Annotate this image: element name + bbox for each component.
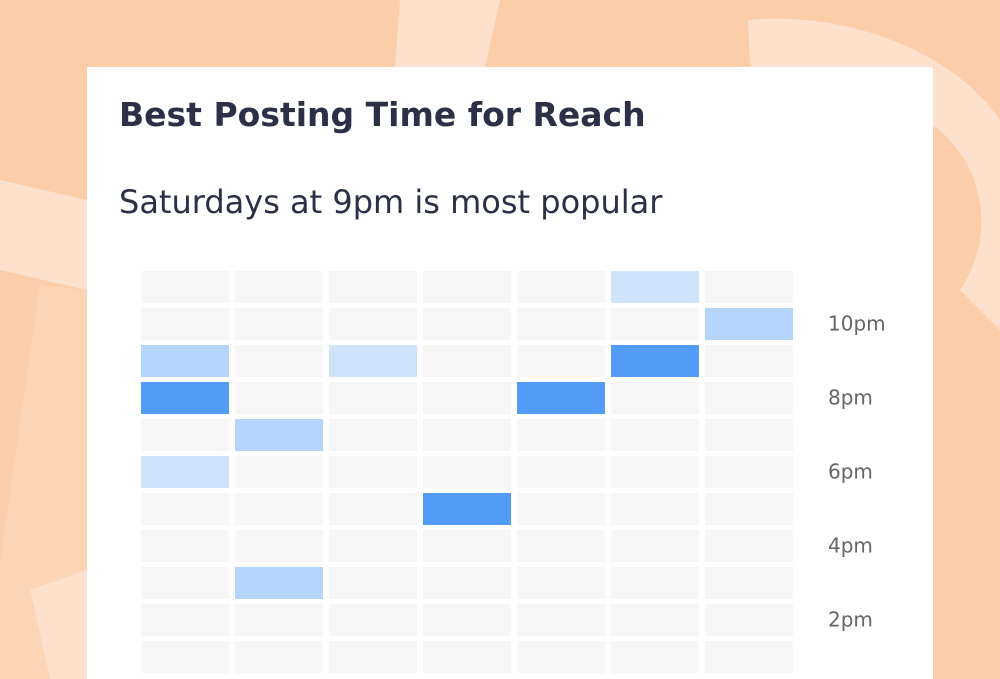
heatmap-cell: [141, 567, 229, 599]
heatmap-cell: [141, 308, 229, 340]
heatmap-cell: [423, 530, 511, 562]
heatmap-cell: [517, 345, 605, 377]
heatmap: 10pm 8pm 6pm 4pm 2pm: [141, 271, 886, 673]
heatmap-cell: [517, 641, 605, 673]
row-label: 6pm: [828, 460, 873, 484]
heatmap-cell: [235, 345, 323, 377]
heatmap-cell: [611, 493, 699, 525]
heatmap-cell: [517, 530, 605, 562]
heatmap-cell: [705, 308, 793, 340]
heatmap-cell: [141, 641, 229, 673]
heatmap-cell: [235, 604, 323, 636]
heatmap-cell: [141, 530, 229, 562]
row-label: 4pm: [828, 534, 873, 558]
heatmap-cell: [705, 493, 793, 525]
row-label: 2pm: [828, 608, 873, 632]
heatmap-cell: [423, 271, 511, 303]
heatmap-cell: [423, 382, 511, 414]
heatmap-cell: [517, 493, 605, 525]
heatmap-cell: [329, 567, 417, 599]
heatmap-cell: [423, 456, 511, 488]
heatmap-cell: [423, 345, 511, 377]
heatmap-cell: [611, 345, 699, 377]
heatmap-cell: [329, 456, 417, 488]
heatmap-cell: [611, 604, 699, 636]
heatmap-cell: [517, 382, 605, 414]
heatmap-cell: [235, 641, 323, 673]
heatmap-cell: [329, 641, 417, 673]
heatmap-cell: [611, 308, 699, 340]
heatmap-cell: [705, 530, 793, 562]
heatmap-cell: [141, 382, 229, 414]
heatmap-cell: [235, 271, 323, 303]
heatmap-cell: [611, 382, 699, 414]
card-title: Best Posting Time for Reach: [119, 95, 646, 134]
heatmap-cell: [705, 382, 793, 414]
heatmap-cell: [705, 271, 793, 303]
heatmap-cell: [611, 530, 699, 562]
heatmap-cell: [423, 641, 511, 673]
heatmap-cell: [517, 567, 605, 599]
heatmap-cell: [705, 604, 793, 636]
heatmap-cell: [141, 345, 229, 377]
card-subtitle: Saturdays at 9pm is most popular: [119, 183, 663, 221]
heatmap-cell: [517, 456, 605, 488]
heatmap-cell: [329, 308, 417, 340]
heatmap-cell: [705, 345, 793, 377]
heatmap-cell: [423, 493, 511, 525]
heatmap-cell: [517, 604, 605, 636]
heatmap-cell: [329, 382, 417, 414]
heatmap-cell: [235, 308, 323, 340]
heatmap-cell: [423, 604, 511, 636]
heatmap-cell: [517, 419, 605, 451]
heatmap-cell: [611, 271, 699, 303]
heatmap-cell: [705, 456, 793, 488]
heatmap-cell: [329, 493, 417, 525]
heatmap-cell: [611, 567, 699, 599]
heatmap-cell: [329, 604, 417, 636]
heatmap-cell: [705, 567, 793, 599]
heatmap-cell: [329, 345, 417, 377]
heatmap-cell: [611, 641, 699, 673]
heatmap-cell: [141, 271, 229, 303]
heatmap-cell: [423, 308, 511, 340]
heatmap-cell: [141, 456, 229, 488]
heatmap-cell: [423, 419, 511, 451]
heatmap-cell: [235, 530, 323, 562]
heatmap-cell: [611, 456, 699, 488]
heatmap-cell: [705, 641, 793, 673]
row-label: 10pm: [828, 312, 886, 336]
heatmap-cell: [517, 271, 605, 303]
heatmap-cell: [705, 419, 793, 451]
heatmap-cell: [235, 382, 323, 414]
heatmap-cell: [423, 567, 511, 599]
heatmap-cell: [611, 419, 699, 451]
heatmap-cell: [141, 604, 229, 636]
heatmap-cell: [235, 456, 323, 488]
heatmap-cell: [235, 567, 323, 599]
heatmap-cell: [235, 493, 323, 525]
heatmap-cell: [517, 308, 605, 340]
card: Best Posting Time for Reach Saturdays at…: [87, 67, 933, 679]
heatmap-cell: [141, 493, 229, 525]
heatmap-cell: [141, 419, 229, 451]
row-label: 8pm: [828, 386, 873, 410]
heatmap-cell: [329, 271, 417, 303]
heatmap-cell: [329, 419, 417, 451]
heatmap-cell: [235, 419, 323, 451]
heatmap-cell: [329, 530, 417, 562]
